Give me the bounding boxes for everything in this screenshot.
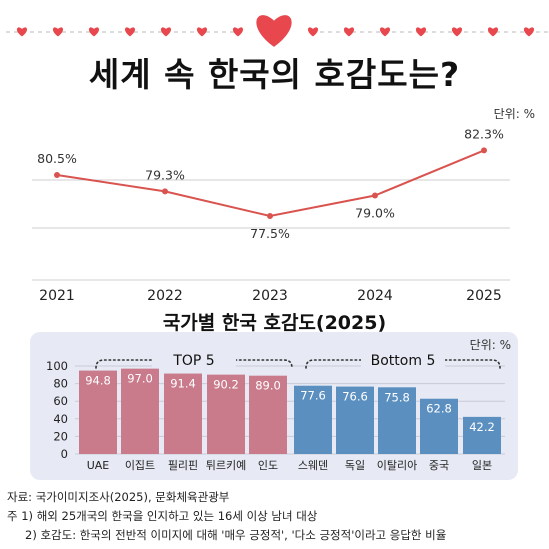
bar [164,373,202,454]
bar-category-label: 필리핀 [168,459,198,472]
bar-category-label: 이집트 [125,459,155,472]
line-x-tick: 2024 [357,288,393,304]
bar-data-label: 91.4 [170,377,196,391]
bar-data-label: 77.6 [300,389,326,403]
bar-category-label: 이탈리아 [377,459,417,472]
bar-data-label: 90.2 [213,378,239,392]
bar [121,368,159,454]
top5-group-label: TOP 5 [172,353,214,369]
heart-icon [415,27,427,37]
line-x-tick: 2025 [466,288,502,304]
bar-category-label: UAE [87,459,110,472]
bar [463,416,501,454]
heart-icon [523,27,535,37]
line-x-tick: 2022 [147,288,183,304]
big-heart-icon [256,15,292,47]
heart-icon [196,27,208,37]
line-series [56,149,485,218]
heart-icon [88,27,100,37]
bar [207,374,245,454]
bar [378,387,416,454]
bar [249,375,287,454]
bar [79,370,117,454]
heart-icon [487,27,499,37]
bar [420,398,458,454]
bottom5-group-bracket [305,359,501,369]
heart-icon [232,27,244,37]
bar-data-label: 42.2 [469,420,495,434]
bar-data-label: 94.8 [85,374,111,388]
page-title: 세계 속 한국의 호감도는? [88,55,461,94]
footnote-1: 주 1) 해외 25개국의 한국을 인지하고 있는 16세 이상 남녀 대상 [7,509,318,523]
hearts-decoration [6,15,548,47]
line-data-label: 77.5% [250,226,290,241]
bar-category-label: 일본 [472,458,492,472]
line-data-label: 79.3% [145,167,185,182]
line-point [372,192,378,199]
bar-y-tick: 40 [53,412,68,426]
line-data-label: 82.3% [464,126,504,141]
bar [294,385,332,454]
line-data-label: 79.0% [355,206,395,221]
bar-category-label: 인도 [258,459,278,472]
bar-category-label: 독일 [345,458,365,472]
top5-group-label-bg [152,350,236,368]
top5-group-bracket [95,359,293,369]
bar-category-label: 튀르키예 [206,459,246,472]
unit-label-line: 단위: % [493,107,535,121]
heart-icon [160,27,172,37]
bar-data-label: 75.8 [384,390,410,404]
heart-icon [124,27,136,37]
bar-y-tick: 0 [61,447,68,461]
bar-data-label: 97.0 [127,372,153,386]
bar-y-tick: 100 [46,359,68,373]
bar-data-label: 62.8 [426,402,452,416]
footnotes: 자료: 국가이미지조사(2025), 문화체육관광부 주 1) 해외 25개국의… [7,488,446,545]
line-point [162,188,168,195]
bar [336,386,374,454]
line-point [267,213,273,219]
footnote-2: 2) 호감도: 한국의 전반적 이미지에 대해 '매우 긍정적', '다소 긍정… [25,528,447,542]
bar-y-tick: 80 [53,377,68,391]
source-note: 자료: 국가이미지조사(2025), 문화체육관광부 [7,490,230,504]
heart-icon [16,27,28,37]
heart-icon [379,27,391,37]
line-chart: 80.5% 79.3% 77.5% 79.0% 82.3% 2021 2022 2023 20… [32,126,510,304]
heart-icon [307,27,319,37]
heart-icon [451,27,463,37]
bar-category-label: 중국 [429,459,449,472]
bottom5-group-label: Bottom 5 [371,353,436,369]
bar-category-label: 스웨덴 [298,459,328,472]
unit-label-bar: 단위: % [469,338,511,352]
heart-icon [343,27,355,37]
line-point [481,147,487,154]
bar-data-label: 89.0 [255,379,281,393]
bottom5-group-label-bg [361,350,445,368]
line-x-tick: 2021 [39,288,75,304]
bar-y-tick: 20 [53,429,68,443]
bar-data-label: 76.6 [342,390,368,404]
bar-chart: 0 20 40 60 80 100 TOP 5 Bottom 5 94.8 97.0 91.4 9… [46,350,505,472]
bar-y-tick: 60 [53,394,68,408]
line-x-tick: 2023 [252,288,288,304]
line-point [54,172,60,178]
heart-icon [52,27,64,37]
line-data-label: 80.5% [37,151,77,166]
bar-chart-title: 국가별 한국 호감도(2025) [162,312,387,334]
